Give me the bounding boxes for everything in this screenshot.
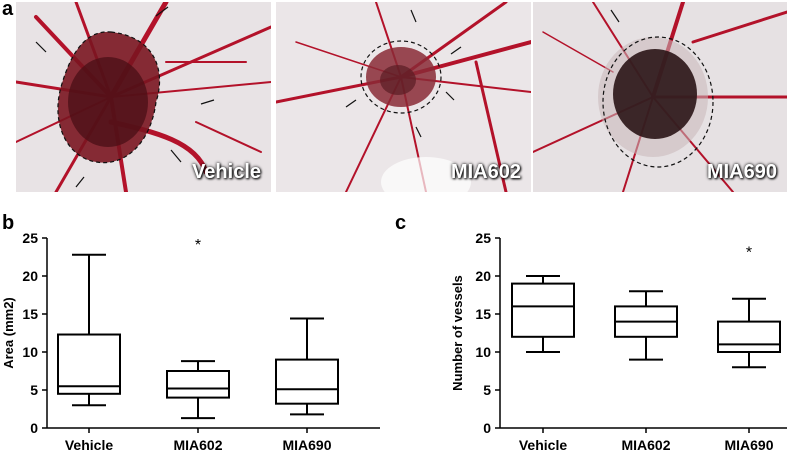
- significance-marker: *: [195, 237, 201, 254]
- photo-mia690: MIA690: [533, 2, 787, 192]
- box-mia690: [717, 297, 781, 369]
- y-tick-label: 10: [475, 344, 491, 360]
- panel-letter-c: c: [395, 212, 407, 234]
- y-axis-label: Number of vessels: [450, 275, 465, 391]
- y-tick-label: 25: [475, 230, 491, 246]
- box-vehicle: [57, 253, 121, 407]
- y-tick-label: 15: [22, 306, 38, 322]
- box-mia602: [166, 360, 230, 420]
- x-tick-label: MIA602: [621, 437, 670, 451]
- box-vehicle: [511, 275, 575, 353]
- x-tick-label: Vehicle: [519, 437, 567, 451]
- panel-letter-b: b: [2, 212, 15, 234]
- y-tick-label: 10: [22, 344, 38, 360]
- y-tick-label: 0: [30, 420, 38, 436]
- box-iqr: [275, 358, 339, 405]
- significance-marker: *: [746, 244, 752, 261]
- box-mia690: [275, 317, 339, 416]
- photo-label-vehicle: Vehicle: [192, 161, 261, 183]
- photo-vehicle: Vehicle: [16, 2, 271, 192]
- panel-letter-a: a: [2, 0, 14, 20]
- x-tick-label: MIA690: [724, 437, 773, 451]
- box-iqr: [717, 320, 781, 353]
- photo-label-mia602: MIA602: [450, 161, 521, 183]
- box-mia602: [614, 290, 678, 361]
- y-tick-label: 20: [22, 268, 38, 284]
- box-iqr: [166, 370, 230, 399]
- box-iqr: [511, 282, 575, 338]
- x-tick-label: Vehicle: [65, 437, 113, 451]
- x-tick-label: MIA602: [173, 437, 222, 451]
- box-iqr: [57, 333, 121, 395]
- y-tick-label: 15: [475, 306, 491, 322]
- x-tick-label: MIA690: [282, 437, 331, 451]
- y-tick-label: 0: [483, 420, 491, 436]
- y-tick-label: 25: [22, 230, 38, 246]
- y-tick-label: 20: [475, 268, 491, 284]
- chart-area-boxplot: 0 5 10 15 20 25 Area (mm2) Vehicle MIA602 MIA690 *: [1, 230, 380, 451]
- y-axis-label: Area (mm2): [1, 297, 16, 369]
- photo-mia602: MIA602: [276, 2, 531, 192]
- y-tick-label: 5: [483, 382, 491, 398]
- photo-label-mia690: MIA690: [706, 161, 777, 183]
- y-tick-label: 5: [30, 382, 38, 398]
- chart-vessels-boxplot: 0 5 10 15 20 25 Number of vessels Vehicle MIA602…: [450, 230, 787, 451]
